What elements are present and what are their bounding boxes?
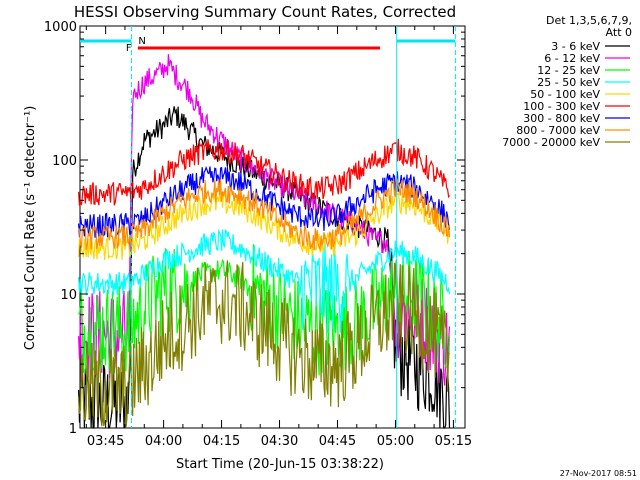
footer-timestamp: 27-Nov-2017 08:51 bbox=[560, 469, 637, 478]
flag-label-1: F bbox=[126, 43, 132, 54]
legend-label-5: 50 - 100 keV bbox=[530, 88, 600, 101]
flag-layer: FN bbox=[80, 36, 456, 54]
legend-label-2: 6 - 12 keV bbox=[544, 52, 600, 65]
axis-layer: 1 10 100 1000 03:45 04:00 04:15 04:30 04:45 05:00… bbox=[44, 20, 472, 449]
series-line-9 bbox=[78, 260, 451, 429]
series-line-4 bbox=[78, 228, 451, 334]
legend-label-1: 3 - 6 keV bbox=[551, 40, 600, 53]
y-tick-label-1: 1 bbox=[69, 422, 77, 437]
vertical-line-layer bbox=[130, 26, 456, 428]
x-tick-label-7: 05:15 bbox=[435, 434, 472, 449]
series-line-2 bbox=[78, 54, 451, 386]
series-layer bbox=[78, 54, 451, 429]
legend-label-4: 25 - 50 keV bbox=[537, 76, 600, 89]
legend-label-7: 300 - 800 keV bbox=[523, 112, 600, 125]
series-line-7 bbox=[78, 165, 451, 238]
series-line-8 bbox=[78, 177, 451, 251]
x-axis-label: Start Time (20-Jun-15 03:38:22) bbox=[176, 457, 384, 472]
series-line-6 bbox=[78, 138, 451, 206]
y-tick-label-4: 1000 bbox=[44, 20, 77, 35]
series-line-1 bbox=[78, 106, 451, 429]
legend-label-9: 7000 - 20000 keV bbox=[502, 136, 600, 149]
legend-label-3: 12 - 25 keV bbox=[537, 64, 600, 77]
flag-label-2: N bbox=[138, 36, 145, 47]
y-tick-label-3: 100 bbox=[52, 154, 77, 169]
legend-header-line-2: Att 0 bbox=[606, 26, 632, 39]
series-line-5 bbox=[78, 188, 451, 260]
y-tick-label-2: 10 bbox=[60, 288, 77, 303]
y-axis-label: Corrected Count Rate (s⁻¹ detector⁻¹) bbox=[23, 106, 38, 351]
x-tick-label-6: 05:00 bbox=[377, 434, 414, 449]
chart-title: HESSI Observing Summary Count Rates, Cor… bbox=[74, 3, 456, 21]
x-tick-label-5: 04:45 bbox=[319, 434, 356, 449]
legend-label-8: 800 - 7000 keV bbox=[516, 124, 600, 137]
x-tick-label-2: 04:00 bbox=[145, 434, 182, 449]
x-tick-label-4: 04:30 bbox=[261, 434, 298, 449]
x-tick-label-3: 04:15 bbox=[203, 434, 240, 449]
legend-header-line-1: Det 1,3,5,6,7,9, bbox=[546, 14, 632, 27]
legend-label-6: 100 - 300 keV bbox=[523, 100, 600, 113]
x-tick-label-1: 03:45 bbox=[87, 434, 124, 449]
